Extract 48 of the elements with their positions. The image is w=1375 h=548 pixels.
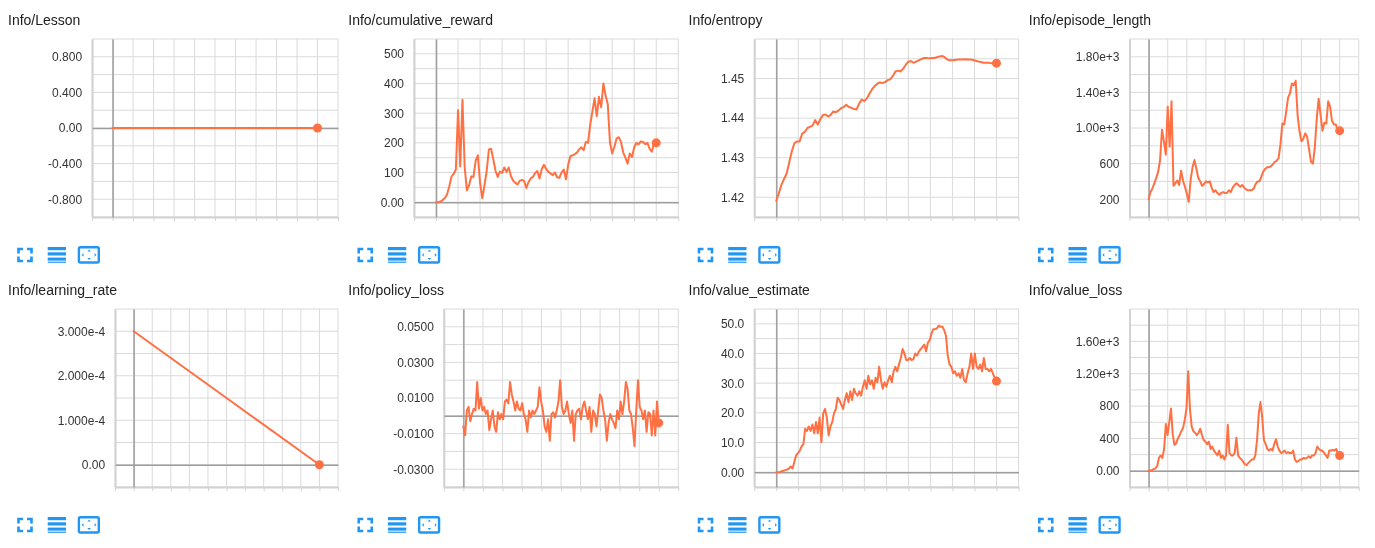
y-tick-label: 1.00e+3 [1075,121,1120,136]
chart-title: Info/entropy [688,12,763,28]
y-tick-label: -0.400 [48,156,83,171]
y-tick-label: 400 [1099,431,1120,446]
y-tick-label: -0.0100 [393,426,435,441]
chart-title: Info/cumulative_reward [348,12,493,28]
y-tick-label: 30.0 [720,376,745,391]
y-tick-label: 0.400 [52,85,83,100]
y-tick-label: 0.00 [720,465,745,480]
y-tick-label: 10.0 [720,435,745,450]
y-tick-label: 0.0100 [397,391,435,406]
y-tick-label: 2.000e-4 [57,369,106,384]
chart-title: Info/value_estimate [688,282,811,298]
y-tick-label: 600 [1099,156,1120,171]
y-tick-label: 50.0 [720,317,745,332]
y-tick-label: 1.20e+3 [1075,367,1120,382]
y-tick-label: 100 [383,165,405,180]
y-tick-label: 800 [1099,399,1120,414]
y-tick-label: 1.45 [720,71,745,86]
y-tick-label: -0.800 [48,192,83,207]
chart-title: Info/episode_length [1028,12,1151,28]
y-tick-label: 20.0 [720,406,745,421]
y-tick-label: 1.40e+3 [1075,85,1120,100]
y-tick-label: 0.00 [380,195,405,210]
y-tick-label: 1.42 [720,190,745,205]
y-tick-label: 1.60e+3 [1075,334,1120,349]
y-tick-label: 200 [1099,192,1120,207]
y-tick-label: 200 [383,136,405,151]
y-tick-label: 1.43 [720,151,745,166]
y-tick-label: 0.0300 [397,355,435,370]
y-tick-label: 300 [383,106,405,121]
y-tick-label: 40.0 [720,346,745,361]
y-tick-label: -0.0300 [393,462,435,477]
chart-title: Info/learning_rate [8,282,118,298]
y-tick-label: 0.00 [58,121,83,136]
y-tick-label: 0.0500 [397,320,435,335]
y-tick-label: 0.00 [81,458,106,473]
chart-title: Info/Lesson [8,12,81,28]
y-tick-label: 1.000e-4 [57,413,106,428]
y-tick-label: 0.00 [1096,464,1120,479]
y-tick-label: 1.44 [720,111,745,126]
y-tick-label: 3.000e-4 [57,324,106,339]
y-tick-label: 1.80e+3 [1075,50,1120,65]
chart-title: Info/policy_loss [348,282,444,298]
y-tick-label: 500 [383,47,405,62]
y-tick-label: 400 [383,76,405,91]
y-tick-label: 0.800 [52,50,83,65]
chart-title: Info/value_loss [1028,282,1123,298]
